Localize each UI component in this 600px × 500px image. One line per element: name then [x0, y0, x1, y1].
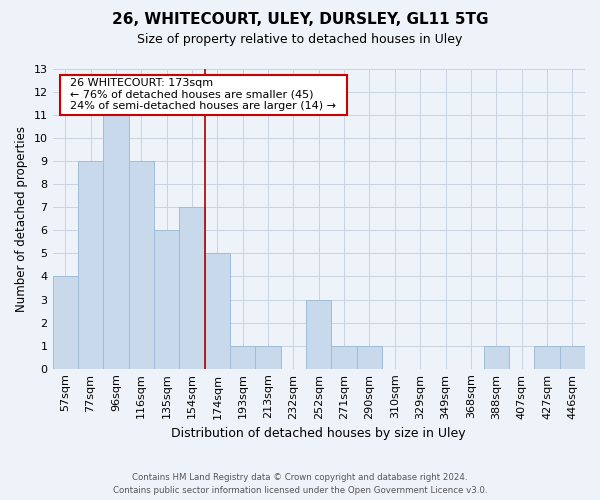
Bar: [230, 346, 256, 368]
Bar: [560, 346, 585, 368]
Bar: [357, 346, 382, 368]
Text: 26, WHITECOURT, ULEY, DURSLEY, GL11 5TG: 26, WHITECOURT, ULEY, DURSLEY, GL11 5TG: [112, 12, 488, 28]
Bar: [306, 300, 331, 368]
Text: Size of property relative to detached houses in Uley: Size of property relative to detached ho…: [137, 32, 463, 46]
Bar: [534, 346, 560, 368]
X-axis label: Distribution of detached houses by size in Uley: Distribution of detached houses by size …: [172, 427, 466, 440]
Bar: [484, 346, 509, 368]
Bar: [53, 276, 78, 368]
Bar: [78, 161, 103, 368]
Bar: [103, 115, 128, 368]
Bar: [205, 254, 230, 368]
Text: Contains HM Land Registry data © Crown copyright and database right 2024.
Contai: Contains HM Land Registry data © Crown c…: [113, 474, 487, 495]
Y-axis label: Number of detached properties: Number of detached properties: [15, 126, 28, 312]
Bar: [154, 230, 179, 368]
Bar: [128, 161, 154, 368]
Bar: [331, 346, 357, 368]
Bar: [256, 346, 281, 368]
Text: 26 WHITECOURT: 173sqm
  ← 76% of detached houses are smaller (45)
  24% of semi-: 26 WHITECOURT: 173sqm ← 76% of detached …: [63, 78, 343, 111]
Bar: [179, 208, 205, 368]
